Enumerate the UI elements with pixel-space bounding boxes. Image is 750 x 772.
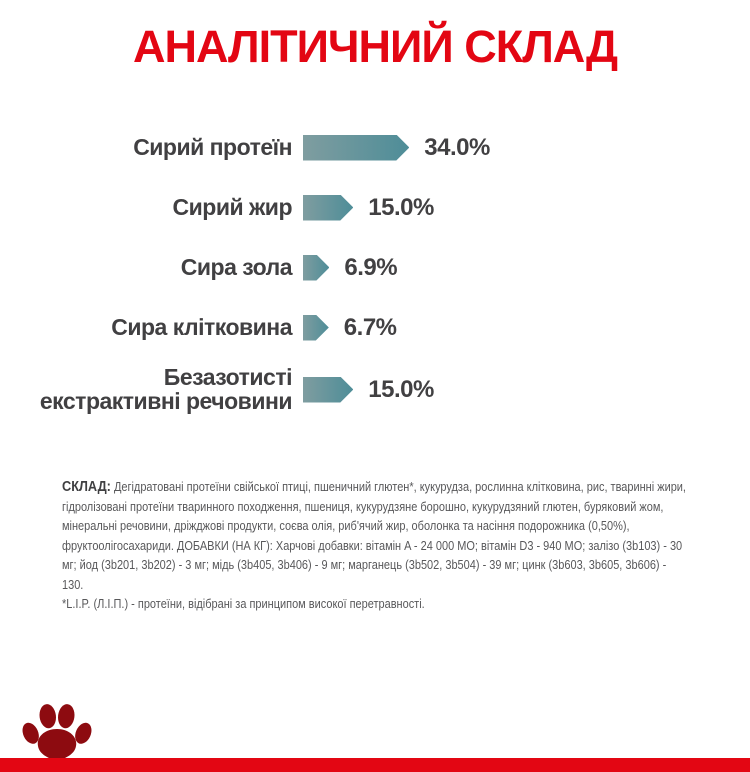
bar-value: 15.0% <box>368 193 434 221</box>
product-infographic: АНАЛІТИЧНИЙ СКЛАД Сирий протеїн 34.0% Си… <box>0 22 750 772</box>
bar-value: 6.7% <box>343 313 397 341</box>
analytical-composition-chart: Сирий протеїн 34.0% Сирий жир 15.0% Сира… <box>0 118 750 422</box>
bar <box>303 377 353 403</box>
bar-value: 34.0% <box>424 133 490 161</box>
composition-footnote: *L.I.P. (Л.І.П.) - протеїни, відібрані з… <box>62 597 425 611</box>
nutrient-label: Сира клітковина <box>111 313 292 340</box>
bar <box>303 315 329 341</box>
nutrient-label: Сира зола <box>180 253 293 280</box>
bar <box>303 255 329 281</box>
bar <box>303 135 409 161</box>
bar-value: 15.0% <box>368 375 434 403</box>
nutrient-label: Безазотисті екстрактивні речовини <box>39 364 293 414</box>
bar-value: 6.9% <box>344 253 398 281</box>
chart-row: Сира клітковина 6.7% <box>0 298 750 358</box>
nutrient-label: Сирий протеїн <box>133 133 292 160</box>
nutrient-label: Сирий жир <box>172 193 293 220</box>
composition-paragraph: СКЛАД: Дегідратовані протеїни свійської … <box>62 478 687 595</box>
chart-row: Безазотисті екстрактивні речовини 15.0% <box>0 358 750 422</box>
chart-row: Сирий протеїн 34.0% <box>0 118 750 178</box>
footer-red-bar <box>0 758 750 772</box>
page-title: АНАЛІТИЧНИЙ СКЛАД <box>132 21 618 72</box>
royal-canin-paw-logo <box>22 704 92 764</box>
composition-body: Дегідратовані протеїни свійської птиці, … <box>62 480 686 592</box>
composition-heading: СКЛАД: <box>62 479 111 495</box>
chart-row: Сирий жир 15.0% <box>0 178 750 238</box>
bar <box>303 195 353 221</box>
composition-section: СКЛАД: Дегідратовані протеїни свійської … <box>62 478 687 615</box>
chart-row: Сира зола 6.9% <box>0 238 750 298</box>
